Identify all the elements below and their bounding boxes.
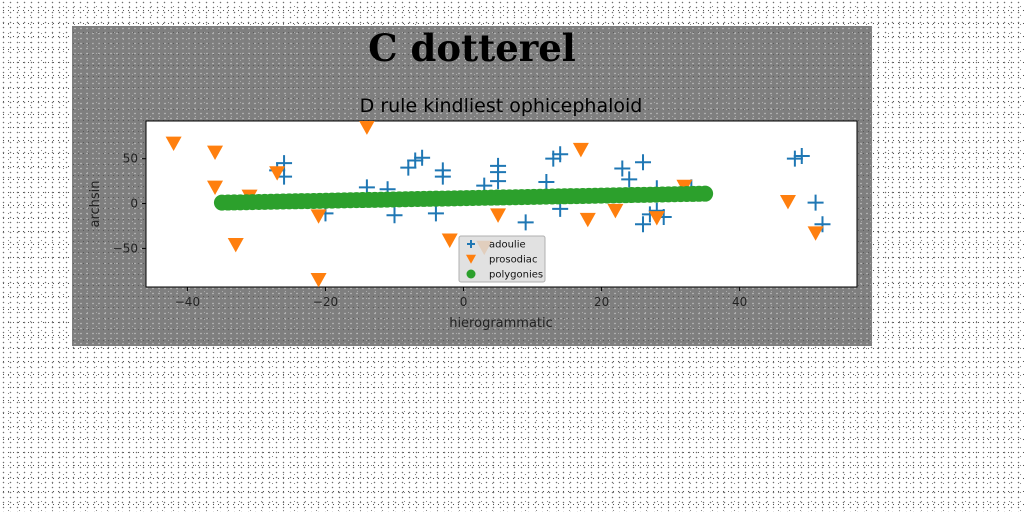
point-adoulie-9 [434, 168, 451, 185]
tick-layer: −40 −20 0 20 40 −50 0 50 [113, 152, 748, 309]
point-adoulie-13 [490, 173, 507, 190]
point-prosodiac-17 [779, 194, 796, 210]
point-adoulie-20 [517, 214, 534, 231]
series-polygonies [213, 185, 714, 211]
point-prosodiac-5 [269, 166, 286, 181]
legend-label-polygonies: polygonies [489, 270, 543, 281]
point-adoulie-22 [621, 171, 638, 188]
point-adoulie-14 [538, 174, 555, 191]
point-prosodiac-2 [207, 180, 224, 195]
point-adoulie-6 [407, 152, 424, 169]
y-tick-label-50: 50 [123, 152, 138, 166]
point-prosodiac-0 [165, 136, 182, 152]
point-prosodiac-13 [579, 212, 596, 228]
figure-canvas: C dotterel D rule kindliest ophicephaloi… [72, 26, 872, 346]
point-adoulie-21 [614, 160, 631, 177]
point-prosodiac-14 [607, 203, 624, 219]
point-prosodiac-9 [441, 233, 458, 248]
point-adoulie-18 [386, 207, 403, 224]
legend: adoulie prosodiac polygonies [458, 235, 546, 283]
point-prosodiac-8 [359, 121, 375, 135]
x-tick-label--40: −40 [175, 295, 200, 309]
series-prosodiac [165, 121, 824, 287]
point-adoulie-7 [414, 149, 431, 166]
y-tick-label--50: −50 [113, 241, 138, 255]
point-prosodiac-18 [807, 226, 824, 241]
point-prosodiac-3 [227, 238, 244, 253]
point-prosodiac-15 [648, 211, 665, 226]
scatter-chart: C dotterel D rule kindliest ophicephaloi… [88, 26, 858, 331]
point-adoulie-33 [807, 194, 824, 211]
legend-label-prosodiac: prosodiac [489, 255, 537, 266]
point-prosodiac-11 [490, 208, 507, 223]
legend-marker-adoulie [467, 240, 475, 248]
point-prosodiac-6 [310, 209, 327, 224]
legend-marker-polygonies [466, 269, 476, 279]
point-prosodiac-7 [310, 273, 327, 287]
x-tick-label-40: 40 [732, 295, 747, 309]
legend-label-adoulie: adoulie [489, 240, 526, 251]
y-tick-label-0: 0 [130, 197, 138, 211]
point-adoulie-23 [635, 154, 652, 171]
series-layer [165, 121, 831, 287]
point-adoulie-19 [427, 205, 444, 222]
figure-suptitle: C dotterel [368, 26, 576, 70]
x-tick-label--20: −20 [313, 295, 338, 309]
y-axis-label: archsin [88, 180, 103, 227]
point-prosodiac-12 [572, 142, 589, 158]
point-adoulie-16 [552, 146, 569, 163]
point-prosodiac-1 [207, 145, 224, 161]
point-adoulie-31 [786, 150, 803, 167]
x-axis-label: hierogrammatic [449, 316, 553, 331]
point-adoulie-34 [814, 216, 831, 233]
point-adoulie-25 [635, 216, 652, 233]
x-tick-label-20: 20 [594, 295, 609, 309]
point-adoulie-0 [276, 155, 293, 172]
legend-marker-prosodiac [466, 254, 476, 264]
point-adoulie-5 [400, 159, 417, 176]
x-tick-label-0: 0 [460, 295, 468, 309]
point-adoulie-32 [793, 147, 810, 164]
legend-box [458, 235, 546, 283]
axes-title: D rule kindliest ophicephaloid [360, 95, 643, 117]
point-polygonies-79 [697, 185, 714, 202]
